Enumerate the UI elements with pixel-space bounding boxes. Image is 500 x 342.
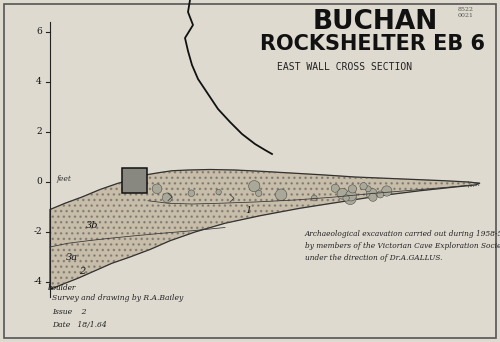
Text: 2: 2 bbox=[79, 267, 85, 276]
Circle shape bbox=[276, 189, 287, 200]
Circle shape bbox=[256, 190, 262, 196]
Text: ROCKSHELTER EB 6: ROCKSHELTER EB 6 bbox=[260, 34, 484, 54]
Circle shape bbox=[382, 186, 392, 196]
Text: EAST WALL CROSS SECTION: EAST WALL CROSS SECTION bbox=[278, 62, 412, 72]
Circle shape bbox=[216, 189, 222, 195]
Text: -4: -4 bbox=[33, 277, 42, 287]
Circle shape bbox=[369, 193, 377, 201]
Circle shape bbox=[346, 190, 356, 201]
Text: feet: feet bbox=[56, 175, 71, 183]
Circle shape bbox=[248, 181, 260, 192]
Polygon shape bbox=[50, 170, 480, 289]
Text: -2: -2 bbox=[34, 227, 42, 237]
Text: Issue    2: Issue 2 bbox=[52, 308, 86, 316]
Circle shape bbox=[377, 191, 384, 198]
Circle shape bbox=[188, 190, 194, 197]
Text: Date   18/1.64: Date 18/1.64 bbox=[52, 321, 107, 329]
Circle shape bbox=[331, 184, 340, 192]
Text: 3b: 3b bbox=[86, 221, 98, 230]
Text: 3a: 3a bbox=[66, 252, 78, 262]
Circle shape bbox=[312, 195, 317, 201]
Text: BUCHAN: BUCHAN bbox=[312, 9, 438, 35]
Circle shape bbox=[337, 188, 348, 199]
Circle shape bbox=[162, 193, 172, 203]
Circle shape bbox=[152, 184, 162, 194]
Text: 8522
0021: 8522 0021 bbox=[458, 7, 474, 18]
Polygon shape bbox=[122, 168, 147, 193]
Text: 2: 2 bbox=[36, 128, 42, 136]
Circle shape bbox=[348, 185, 356, 193]
Text: 6: 6 bbox=[36, 27, 42, 37]
Circle shape bbox=[360, 183, 367, 190]
Circle shape bbox=[366, 188, 377, 199]
Circle shape bbox=[365, 186, 371, 192]
Text: 4: 4 bbox=[36, 78, 42, 87]
Circle shape bbox=[344, 193, 356, 205]
Text: boulder: boulder bbox=[48, 284, 76, 292]
Circle shape bbox=[343, 195, 349, 201]
Text: 0: 0 bbox=[36, 177, 42, 186]
Text: 1: 1 bbox=[245, 206, 251, 215]
Text: Survey and drawing by R.A.Bailey: Survey and drawing by R.A.Bailey bbox=[52, 294, 183, 302]
Text: Archaeological excavation carried out during 1958-59
by members of the Victorian: Archaeological excavation carried out du… bbox=[305, 230, 500, 262]
